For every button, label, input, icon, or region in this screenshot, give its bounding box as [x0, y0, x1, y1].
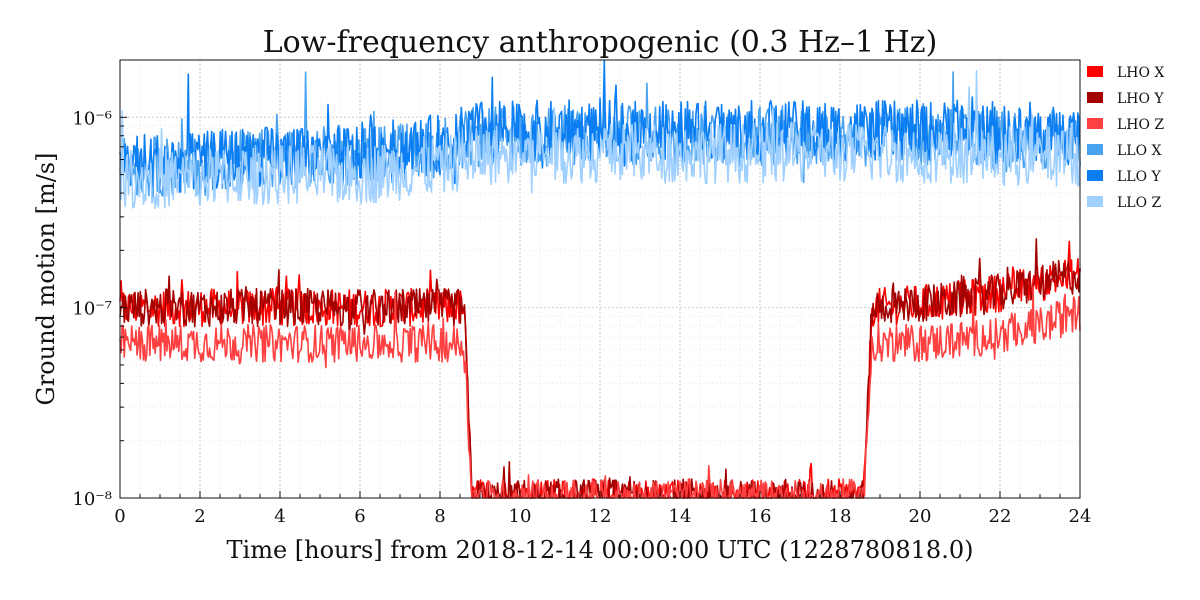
x-tick-label: 8: [434, 506, 445, 527]
x-tick-label: 20: [909, 506, 932, 527]
legend-label: LLO Z: [1117, 195, 1162, 211]
y-tick-label: 10⁻⁸: [72, 489, 112, 510]
legend-label: LHO X: [1117, 65, 1164, 81]
x-tick-label: 2: [194, 506, 205, 527]
legend-swatch: [1087, 92, 1103, 103]
legend-swatch: [1087, 66, 1103, 77]
x-tick-label: 18: [829, 506, 852, 527]
series-line-llo-z: [119, 70, 1081, 210]
x-tick-label: 0: [114, 506, 125, 527]
y-tick-label: 10⁻⁶: [72, 108, 112, 129]
x-tick-label: 24: [1069, 506, 1092, 527]
x-tick-label: 6: [354, 506, 365, 527]
x-tick-label: 22: [989, 506, 1012, 527]
chart-title: Low-frequency anthropogenic (0.3 Hz–1 Hz…: [263, 25, 938, 60]
x-tick-label: 12: [589, 506, 612, 527]
x-tick-label: 16: [749, 506, 772, 527]
legend-swatch: [1087, 170, 1103, 181]
legend-swatch: [1087, 144, 1103, 155]
x-axis-label: Time [hours] from 2018-12-14 00:00:00 UT…: [227, 536, 974, 564]
legend-label: LLO X: [1117, 143, 1162, 159]
legend-label: LHO Z: [1117, 117, 1164, 133]
legend-label: LHO Y: [1117, 91, 1164, 107]
x-tick-label: 14: [669, 506, 692, 527]
legend-swatch: [1087, 196, 1103, 207]
y-axis-label: Ground motion [m/s]: [32, 153, 60, 406]
y-tick-label: 10⁻⁷: [72, 299, 112, 320]
x-tick-label: 10: [509, 506, 532, 527]
legend: LHO X LHO Y LHO Z LLO X LLO Y LLO Z: [1087, 65, 1164, 211]
legend-swatch: [1087, 118, 1103, 129]
x-tick-label: 4: [274, 506, 285, 527]
series-line-llo-y: [119, 59, 1081, 193]
legend-label: LLO Y: [1117, 169, 1162, 185]
